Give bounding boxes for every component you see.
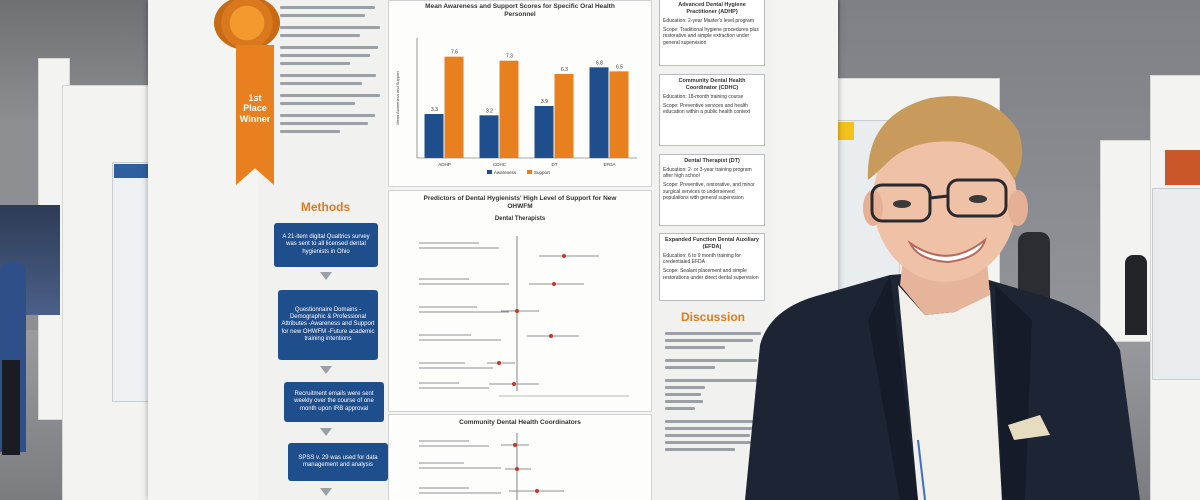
presenter-face — [873, 118, 1017, 282]
presenter-pocket-square — [1008, 415, 1050, 440]
forest-plot-1-row — [419, 334, 579, 341]
bar-chart-category-label: EFDA — [603, 162, 615, 167]
bar-chart-category-label: ADHP — [438, 162, 451, 167]
bar-data-label: 6.3 — [561, 67, 568, 73]
bar-data-label: 7.6 — [451, 50, 458, 56]
info-box-adhp-education: Education: 2-year Master's level program — [663, 17, 754, 24]
info-box-cdhc-title: Community Dental Health Coordinator (CDH… — [678, 78, 746, 91]
bar-chart-panel: Mean Awareness and Support Scores for Sp… — [388, 0, 652, 187]
info-box-cdhc-education: Education: 18-month training course — [663, 93, 744, 100]
methods-title: Methods — [300, 200, 351, 214]
info-box-efda-title: Expanded Function Dental Auxiliary (EFDA… — [665, 237, 759, 250]
methods-step-3: Recruitment emails were sent weekly over… — [284, 382, 384, 422]
presenter-lapel-left — [868, 275, 918, 500]
forest-plot-1-title: Predictors of Dental Hygienists' High Le… — [423, 195, 617, 210]
forest-plot-2-row — [419, 462, 531, 471]
legend-swatch-awareness — [487, 170, 492, 174]
info-box-dt-scope: Scope: Preventive, restorative, and mino… — [663, 182, 755, 201]
background-poster-edge-header — [1165, 150, 1200, 185]
legend-label-awareness: Awareness — [494, 170, 517, 175]
background-person-right-2 — [1125, 255, 1147, 335]
bar-efda-awareness — [589, 67, 609, 158]
methods-step-4: SPSS v. 29 was used for data management … — [288, 443, 388, 481]
forest-plot-2 — [419, 433, 564, 500]
bar-data-label: 7.3 — [506, 54, 513, 60]
award-ribbon: 1st Place Winner — [236, 45, 274, 185]
forest-plot-1-subtitle: Dental Therapists — [494, 215, 546, 222]
background-person-left-legs — [2, 360, 20, 455]
forest-plot-1-row — [419, 361, 515, 369]
info-box-dt-title: Dental Therapist (DT) — [684, 158, 740, 164]
info-box-cdhc-scope: Scope: Preventive services and health ed… — [663, 103, 751, 116]
bar-data-label: 3.3 — [431, 107, 438, 113]
presenter-hair — [867, 96, 1023, 180]
info-box-adhp: Advanced Dental Hygiene Practitioner (AD… — [659, 0, 765, 66]
forest-plot-panel-1: Predictors of Dental Hygienists' High Le… — [388, 190, 652, 412]
presenter-ear-right — [1008, 190, 1028, 226]
bar-data-label: 6.5 — [616, 64, 623, 70]
legend-label-support: Support — [534, 170, 551, 175]
ribbon-line-1: 1st — [248, 93, 262, 103]
presenter-eye-right — [969, 195, 987, 203]
presenter-lapel-right — [995, 285, 1032, 500]
discussion-text — [665, 332, 765, 451]
methods-step-1: A 21-item digital Qualtrics survey was s… — [274, 223, 378, 267]
bar-data-label: 3.2 — [486, 108, 493, 114]
bar-chart-title: Mean Awareness and Support Scores for Sp… — [425, 3, 615, 18]
forest-plot-panel-2: Community Dental Health Coordinators — [388, 414, 652, 500]
legend-swatch-support — [527, 170, 532, 174]
presenter — [745, 96, 1140, 500]
info-box-efda-scope: Scope: Sealant placement and simple rest… — [663, 268, 759, 281]
bar-data-label: 3.9 — [541, 99, 548, 105]
bar-chart: Mean Awareness and Support 3.3 7.6 ADHP 3.2 7… — [395, 38, 637, 175]
info-box-cdhc: Community Dental Health Coordinator (CDH… — [659, 74, 765, 146]
presenter-eye-left — [893, 200, 911, 208]
presenter-smile — [907, 237, 987, 264]
bar-chart-ylabel: Mean Awareness and Support — [395, 70, 400, 124]
presenter-lanyard — [917, 439, 926, 500]
info-box-adhp-title: Advanced Dental Hygiene Practitioner (AD… — [678, 2, 746, 15]
poster-right-column: Advanced Dental Hygiene Practitioner (AD… — [653, 0, 773, 500]
bar-chart-category-label: DT — [552, 162, 558, 167]
forest-plot-1-row — [419, 278, 584, 286]
info-box-dt-education: Education: 2- or 3-year training program… — [663, 166, 752, 180]
main-poster-board: Methods A 21-item digital Qualtrics surv… — [148, 0, 838, 500]
bar-adhp-support — [444, 56, 464, 158]
bar-dt-awareness — [534, 106, 554, 158]
bar-adhp-awareness — [424, 114, 444, 158]
info-box-adhp-scope: Scope: Traditional hygiene procedures pl… — [663, 27, 759, 46]
forest-plot-2-row — [419, 440, 529, 447]
award-rosette — [214, 0, 280, 50]
ribbon-line-2: Place — [243, 103, 267, 114]
forest-plot-1-row — [419, 382, 539, 389]
info-box-dt: Dental Therapist (DT) Education: 2- or 3… — [659, 154, 765, 226]
bar-efda-support — [609, 71, 629, 158]
ribbon-line-3: Winner — [239, 113, 271, 124]
presenter-shirt — [898, 285, 1002, 500]
bar-chart-category-label: CDHC — [493, 162, 507, 167]
methods-arrow-1 — [320, 272, 332, 280]
methods-step-2: Questionnaire Domains -Demographic & Pro… — [278, 290, 378, 360]
background-poster-edge — [1152, 188, 1200, 380]
info-box-efda-education: Education: 6 to 9 month training for cre… — [663, 252, 741, 265]
presenter-glasses — [870, 178, 1008, 223]
poster-intro-text — [280, 6, 385, 133]
bar-cdhc-awareness — [479, 115, 499, 158]
info-box-efda: Expanded Function Dental Auxiliary (EFDA… — [659, 233, 765, 301]
forest-plot-2-row — [419, 487, 564, 494]
bar-data-label: 6.8 — [596, 60, 603, 66]
forest-plot-2-title: Community Dental Health Coordinators — [459, 419, 581, 426]
poster-left-column: Methods A 21-item digital Qualtrics surv… — [258, 0, 393, 500]
methods-arrow-3 — [320, 428, 332, 436]
forest-plot-1 — [419, 236, 629, 397]
bar-cdhc-support — [499, 60, 519, 158]
methods-arrow-4 — [320, 488, 332, 496]
forest-plot-1-row — [419, 242, 599, 258]
forest-plot-1-row — [419, 306, 539, 313]
bar-dt-support — [554, 74, 574, 158]
discussion-title: Discussion — [680, 310, 746, 324]
methods-arrow-2 — [320, 366, 332, 374]
